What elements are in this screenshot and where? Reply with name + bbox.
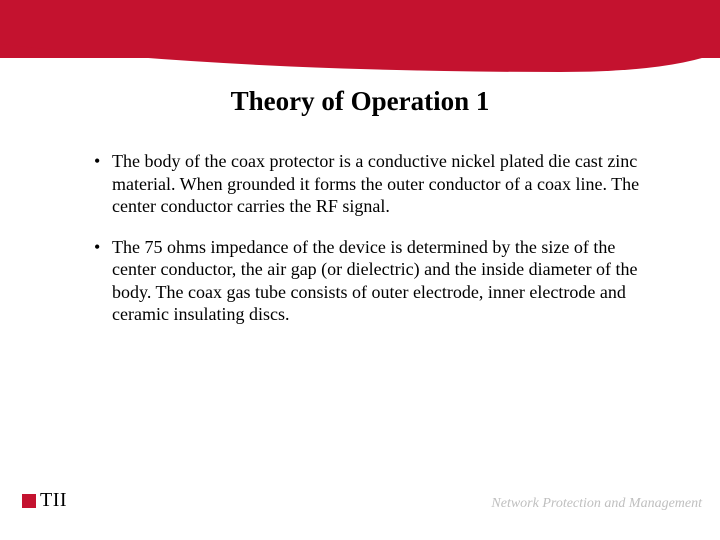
slide: Theory of Operation 1 • The body of the … xyxy=(0,0,720,540)
header-curve-path xyxy=(0,40,720,72)
header-curve xyxy=(0,40,720,80)
bullet-text: The body of the coax protector is a cond… xyxy=(112,150,654,218)
slide-title: Theory of Operation 1 xyxy=(0,86,720,117)
logo: TII xyxy=(22,489,67,512)
list-item: • The body of the coax protector is a co… xyxy=(94,150,654,218)
list-item: • The 75 ohms impedance of the device is… xyxy=(94,236,654,326)
bullet-marker: • xyxy=(94,150,112,173)
logo-square-icon xyxy=(22,494,36,508)
bullet-marker: • xyxy=(94,236,112,259)
tagline: Network Protection and Management xyxy=(491,496,702,512)
header-band xyxy=(0,0,720,72)
logo-text: TII xyxy=(40,489,67,512)
bullet-text: The 75 ohms impedance of the device is d… xyxy=(112,236,654,326)
bullet-list: • The body of the coax protector is a co… xyxy=(94,150,654,344)
